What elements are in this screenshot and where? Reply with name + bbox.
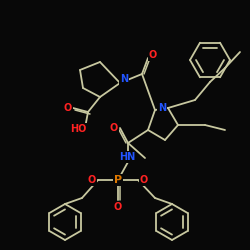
Text: N: N: [158, 103, 166, 113]
Text: P: P: [114, 175, 122, 185]
Text: O: O: [88, 175, 96, 185]
Text: O: O: [140, 175, 148, 185]
Text: HO: HO: [70, 124, 86, 134]
Text: O: O: [110, 123, 118, 133]
Text: HN: HN: [119, 152, 135, 162]
Text: O: O: [149, 50, 157, 60]
Text: O: O: [64, 103, 72, 113]
Text: N: N: [120, 74, 128, 84]
Text: O: O: [114, 202, 122, 212]
